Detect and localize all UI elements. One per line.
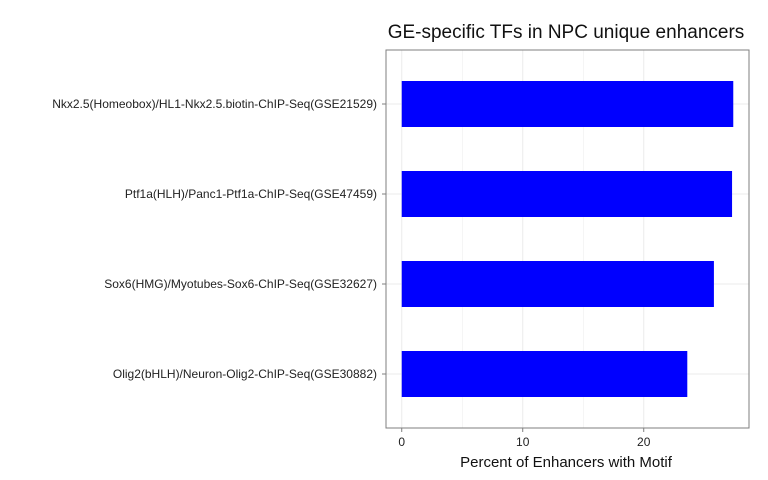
- y-tick-label: Olig2(bHLH)/Neuron-Olig2-ChIP-Seq(GSE308…: [113, 367, 377, 381]
- bar: [401, 351, 688, 397]
- y-tick-label: Nkx2.5(Homeobox)/HL1-Nkx2.5.biotin-ChIP-…: [52, 97, 377, 111]
- x-tick-label: 20: [637, 435, 651, 449]
- bar: [401, 171, 733, 217]
- bars: [401, 81, 734, 397]
- x-axis-title: Percent of Enhancers with Motif: [460, 454, 673, 471]
- x-tick-label: 0: [398, 435, 405, 449]
- bar: [401, 261, 714, 307]
- bar: [401, 81, 734, 127]
- y-tick-label: Sox6(HMG)/Myotubes-Sox6-ChIP-Seq(GSE3262…: [104, 277, 377, 291]
- plot-panel-border: [385, 49, 750, 429]
- y-axis-ticks: Nkx2.5(Homeobox)/HL1-Nkx2.5.biotin-ChIP-…: [52, 97, 386, 381]
- chart-title: GE-specific TFs in NPC unique enhancers: [388, 22, 745, 43]
- y-tick-label: Ptf1a(HLH)/Panc1-Ptf1a-ChIP-Seq(GSE47459…: [125, 187, 377, 201]
- x-axis-ticks: 0 10 20: [398, 428, 651, 449]
- x-tick-label: 10: [516, 435, 530, 449]
